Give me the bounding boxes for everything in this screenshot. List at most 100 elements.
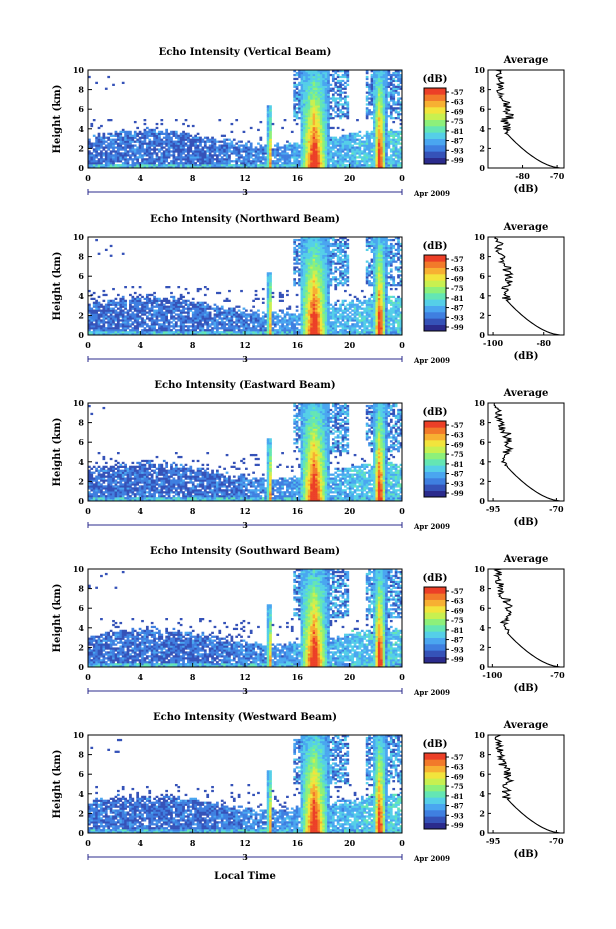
colorbar-label: -57 [451,255,464,264]
average-x-tick: -80 [515,171,530,181]
y-tick-label: 10 [73,232,85,242]
x-tick-label: 0 [85,672,91,682]
colorbar-swatch [424,822,446,830]
x-tick-label: 8 [190,340,196,350]
average-x-tick: -70 [550,171,565,181]
panel-title: Echo Intensity (Southward Beam) [150,546,340,557]
average-y-tick: 6 [479,769,485,779]
average-title: Average [503,55,549,66]
x-tick-label: 0 [399,340,405,350]
colorbar-swatch [424,791,446,798]
colorbar-swatch [424,126,446,133]
average-y-tick: 8 [479,252,485,262]
average-x-tick: -70 [549,836,564,846]
colorbar-swatch [424,132,446,139]
colorbar-label: -87 [451,304,464,313]
colorbar-swatch [424,88,446,95]
y-tick-label: 4 [78,291,84,301]
average-y-tick: 2 [479,476,485,486]
colorbar-swatch [424,759,446,766]
x-tick-label: 0 [399,838,405,848]
average-y-tick: 2 [479,143,485,153]
average-y-tick: 6 [479,271,485,281]
average-y-tick: 10 [474,398,486,408]
day-label: 3 [242,187,248,197]
colorbar-swatch [424,490,446,498]
colorbar-swatch [424,618,446,626]
x-tick-label: 20 [344,340,356,350]
colorbar-swatch [424,765,446,773]
month-label: Apr 2009 [413,854,450,863]
colorbar-swatch [424,471,446,479]
colorbar-swatch [424,157,446,165]
x-tick-label: 4 [138,506,144,516]
average-y-tick: 8 [479,584,485,594]
colorbar-label: -81 [451,626,464,635]
average-profile-line [495,69,561,169]
colorbar-swatch [424,286,446,294]
colorbar-label: -75 [451,284,464,293]
y-tick-label: 0 [78,330,84,340]
y-tick-label: 10 [73,730,85,740]
average-y-tick: 8 [479,85,485,95]
heatmap-area [88,70,402,168]
colorbar-swatch [424,625,446,632]
colorbar-unit: (dB) [423,74,448,85]
average-y-tick: 4 [479,124,485,134]
average-x-label: (dB) [514,517,539,528]
colorbar-swatch [424,797,446,804]
x-tick-label: 12 [239,173,250,183]
colorbar-label: -87 [451,802,464,811]
y-tick-label: 6 [78,769,84,779]
x-tick-label: 4 [138,173,144,183]
average-frame [487,236,565,336]
colorbar-swatch [424,421,446,428]
y-tick-label: 0 [78,662,84,672]
colorbar-unit: (dB) [423,573,448,584]
heatmap-area [88,403,402,501]
y-axis-label: Height (km) [52,584,63,653]
y-tick-label: 2 [78,310,84,320]
colorbar-label: -63 [451,265,464,274]
panel-4: Echo Intensity (Southward Beam) 0 2 4 6 8 10 He… [52,546,565,697]
average-y-tick: 0 [479,496,485,506]
colorbar-label: -69 [451,274,464,283]
colorbar-swatch [424,753,446,760]
colorbar-label: -57 [451,753,464,762]
colorbar-label: -75 [451,450,464,459]
heatmap-area [88,569,402,667]
colorbar-label: -69 [451,440,464,449]
colorbar-swatch [424,274,446,281]
y-tick-label: 0 [78,163,84,173]
y-axis-label: Height (km) [52,85,63,154]
y-tick-label: 0 [78,828,84,838]
x-tick-label: 8 [190,506,196,516]
x-tick-label: 8 [190,672,196,682]
colorbar-swatch [424,255,446,262]
colorbar-swatch [424,599,446,607]
average-x-tick: -95 [486,836,500,846]
y-tick-label: 8 [78,85,84,95]
y-axis-label: Height (km) [52,252,63,321]
x-tick-label: 0 [85,340,91,350]
x-tick-label: 12 [239,672,250,682]
average-y-tick: 8 [479,418,485,428]
colorbar-swatch [424,803,446,811]
x-tick-label: 8 [190,838,196,848]
average-x-label: (dB) [514,351,539,362]
colorbar-swatch [424,612,446,619]
colorbar-swatch [424,151,446,158]
month-label: Apr 2009 [413,688,450,697]
colorbar-label: -75 [451,117,464,126]
colorbar-label: -93 [451,645,464,654]
average-y-tick: 2 [479,310,485,320]
panel-title: Echo Intensity (Vertical Beam) [159,47,332,58]
average-y-tick: 0 [479,662,485,672]
colorbar-swatch [424,637,446,645]
colorbar-frame [423,752,447,830]
average-y-tick: 0 [479,163,485,173]
colorbar-label: -93 [451,479,464,488]
colorbar-unit: (dB) [423,739,448,750]
colorbar-swatch [424,318,446,325]
day-label: 3 [242,520,248,530]
